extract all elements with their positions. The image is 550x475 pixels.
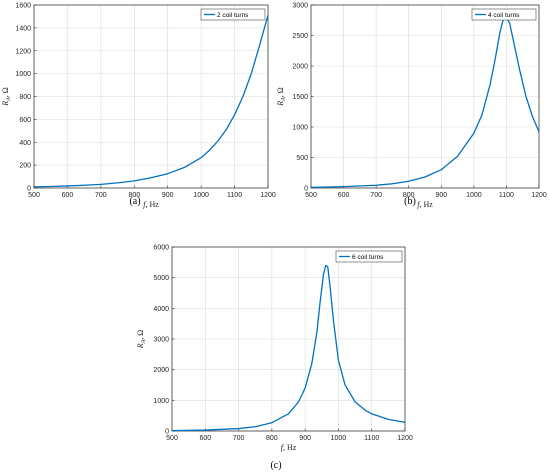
y-tick-label: 1500 — [292, 94, 308, 101]
y-tick-label: 200 — [19, 163, 31, 170]
y-axis-subscript: A — [141, 339, 147, 344]
subfigure-caption: (a) — [129, 196, 140, 207]
chart-0: 500 600 700 800 900 1000 1100 1200 0 200 400 600 800… — [1, 3, 276, 210]
x-tick-label: 600 — [338, 192, 350, 199]
legend-box — [200, 8, 266, 21]
x-tick-label: 700 — [95, 192, 107, 199]
y-tick-label: 0 — [304, 186, 308, 193]
y-tick-label: 5000 — [153, 275, 169, 282]
y-tick-label: 4000 — [153, 306, 169, 313]
x-tick-label: 1000 — [331, 435, 347, 442]
y-tick-label: 1000 — [153, 398, 169, 405]
x-tick-label: 800 — [266, 435, 278, 442]
x-axis-variable: f — [143, 200, 147, 209]
axes-frame — [171, 246, 406, 432]
y-tick-label: 2000 — [153, 367, 169, 374]
y-axis-unit: , Ω — [136, 330, 145, 340]
y-axis-variable: R — [276, 101, 285, 107]
x-axis-unit: , Hz — [283, 443, 297, 452]
x-axis-unit: , Hz — [145, 200, 159, 209]
legend: 4 coil turns — [471, 8, 537, 21]
x-tick-label: 600 — [62, 192, 74, 199]
chart-2: 500 600 700 800 900 1000 1100 1200 0 1000 2000 3000… — [136, 245, 413, 472]
x-tick-label: 700 — [370, 192, 382, 199]
x-axis-unit: , Hz — [419, 200, 433, 209]
x-tick-label: 800 — [128, 192, 140, 199]
x-tick-label: 500 — [305, 192, 317, 199]
legend-label: 6 coil turns — [352, 254, 384, 261]
y-axis-label: RA, Ω — [1, 87, 12, 107]
x-tick-label: 1200 — [531, 192, 547, 199]
x-tick-label: 900 — [299, 435, 311, 442]
series-line — [33, 15, 269, 188]
x-axis-label: f, Hz — [143, 200, 159, 209]
subfigure-caption: (c) — [270, 460, 281, 471]
y-axis-unit: , Ω — [1, 87, 10, 97]
x-axis-variable: f — [417, 200, 421, 209]
x-tick-label: 1100 — [227, 192, 242, 199]
legend: 6 coil turns — [335, 250, 403, 263]
y-tick-label: 0 — [165, 429, 169, 436]
legend-box — [335, 250, 403, 263]
y-axis-label: RA, Ω — [276, 87, 287, 107]
x-tick-label: 1200 — [260, 192, 276, 199]
x-tick-label: 1100 — [364, 435, 379, 442]
axes-frame — [33, 4, 269, 189]
series-line — [171, 264, 406, 432]
x-tick-label: 900 — [435, 192, 447, 199]
chart-1: 500 600 700 800 900 1000 1100 12000500100015002… — [276, 3, 547, 210]
y-axis-variable: R — [136, 343, 145, 349]
legend: 2 coil turns — [200, 8, 266, 21]
y-tick-label: 600 — [19, 117, 31, 124]
y-tick-label: 800 — [19, 94, 31, 101]
x-tick-label: 1200 — [397, 435, 413, 442]
y-tick-label: 500 — [296, 155, 308, 162]
x-tick-label: 1000 — [193, 192, 209, 199]
y-tick-label: 1000 — [15, 71, 31, 78]
y-tick-label: 400 — [19, 140, 31, 147]
x-axis-variable: f — [281, 443, 285, 452]
series-line — [310, 17, 540, 189]
y-tick-label: 1000 — [292, 125, 308, 132]
y-tick-label: 1200 — [15, 48, 31, 55]
x-axis-label: f, Hz — [281, 443, 297, 452]
y-axis-subscript: A — [281, 97, 287, 102]
y-tick-label: 6000 — [153, 245, 169, 252]
legend-box — [471, 8, 537, 21]
x-tick-label: 900 — [162, 192, 174, 199]
x-tick-label: 600 — [199, 435, 211, 442]
axes-frame — [310, 4, 540, 189]
y-axis-subscript: A — [6, 97, 12, 102]
y-tick-label: 1400 — [15, 25, 31, 32]
subfigure-caption: (b) — [404, 196, 416, 207]
y-axis-label: RA, Ω — [136, 330, 147, 350]
y-tick-label: 2000 — [292, 64, 308, 71]
y-tick-label: 3000 — [292, 3, 308, 10]
legend-label: 4 coil turns — [488, 12, 520, 19]
legend-label: 2 coil turns — [217, 12, 249, 19]
x-tick-label: 500 — [28, 192, 40, 199]
y-axis-variable: R — [1, 101, 10, 107]
x-axis-label: f, Hz — [417, 200, 433, 209]
y-tick-label: 0 — [27, 186, 31, 193]
x-tick-label: 700 — [233, 435, 245, 442]
y-tick-label: 1600 — [15, 3, 31, 10]
x-tick-label: 1000 — [466, 192, 482, 199]
x-tick-label: 800 — [403, 192, 415, 199]
y-axis-unit: , Ω — [276, 87, 285, 97]
y-tick-label: 3000 — [153, 337, 169, 344]
x-tick-label: 1100 — [499, 192, 514, 199]
x-tick-label: 500 — [166, 435, 178, 442]
y-tick-label: 2500 — [292, 33, 308, 40]
